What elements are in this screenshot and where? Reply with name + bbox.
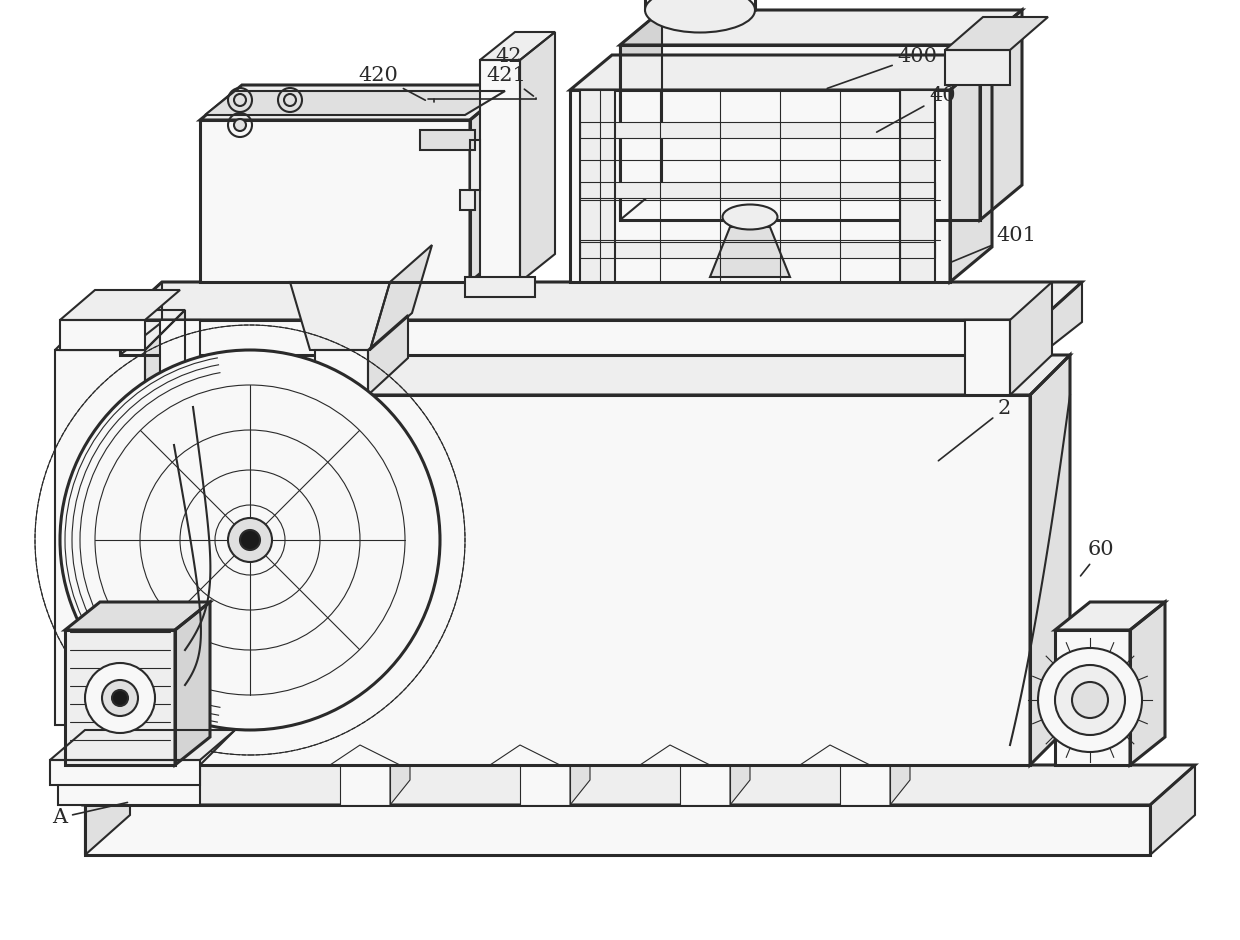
Polygon shape xyxy=(420,130,475,150)
Polygon shape xyxy=(945,17,1048,50)
Polygon shape xyxy=(130,395,1030,765)
Polygon shape xyxy=(175,602,210,765)
Polygon shape xyxy=(368,315,408,395)
Polygon shape xyxy=(839,685,910,710)
Polygon shape xyxy=(570,55,992,90)
Text: 42: 42 xyxy=(495,47,522,66)
Polygon shape xyxy=(340,710,391,805)
Polygon shape xyxy=(120,282,1083,320)
Polygon shape xyxy=(580,90,615,282)
Polygon shape xyxy=(58,765,200,805)
Polygon shape xyxy=(1055,602,1166,630)
Polygon shape xyxy=(620,10,1022,45)
Polygon shape xyxy=(965,320,1011,395)
Circle shape xyxy=(60,350,440,730)
Circle shape xyxy=(241,530,260,550)
Polygon shape xyxy=(730,685,750,805)
Polygon shape xyxy=(60,320,145,350)
Polygon shape xyxy=(86,765,1195,805)
Polygon shape xyxy=(60,290,180,320)
Polygon shape xyxy=(520,710,570,805)
Circle shape xyxy=(1038,648,1142,752)
Polygon shape xyxy=(580,122,935,138)
Polygon shape xyxy=(839,710,890,805)
Polygon shape xyxy=(465,277,534,297)
Ellipse shape xyxy=(723,205,777,229)
Polygon shape xyxy=(315,350,368,395)
Polygon shape xyxy=(200,85,512,120)
Polygon shape xyxy=(130,355,1070,395)
Circle shape xyxy=(234,94,246,106)
Circle shape xyxy=(228,518,272,562)
Polygon shape xyxy=(480,60,520,282)
Polygon shape xyxy=(470,140,480,190)
Polygon shape xyxy=(86,765,130,855)
Polygon shape xyxy=(120,282,162,355)
Polygon shape xyxy=(520,32,556,282)
Circle shape xyxy=(86,663,155,733)
Polygon shape xyxy=(120,320,1040,355)
Polygon shape xyxy=(130,355,170,765)
Polygon shape xyxy=(945,50,1011,85)
Circle shape xyxy=(112,690,128,706)
Polygon shape xyxy=(580,182,935,198)
Polygon shape xyxy=(58,725,241,765)
Circle shape xyxy=(1055,665,1125,735)
Polygon shape xyxy=(1149,765,1195,855)
Polygon shape xyxy=(340,685,410,710)
Text: A: A xyxy=(52,803,128,827)
Polygon shape xyxy=(620,10,662,220)
Polygon shape xyxy=(55,350,145,725)
Polygon shape xyxy=(480,32,556,60)
Polygon shape xyxy=(50,730,236,760)
Polygon shape xyxy=(145,310,185,725)
Polygon shape xyxy=(1011,282,1052,395)
Polygon shape xyxy=(520,685,590,710)
Polygon shape xyxy=(620,45,980,220)
Polygon shape xyxy=(64,602,210,630)
Polygon shape xyxy=(64,630,175,765)
Circle shape xyxy=(284,94,296,106)
Polygon shape xyxy=(1030,355,1070,765)
Polygon shape xyxy=(900,90,935,282)
Polygon shape xyxy=(570,685,590,805)
Polygon shape xyxy=(950,55,992,282)
Polygon shape xyxy=(205,91,505,115)
Circle shape xyxy=(1073,682,1109,718)
Polygon shape xyxy=(680,685,750,710)
Polygon shape xyxy=(370,245,432,350)
Polygon shape xyxy=(470,85,512,282)
Polygon shape xyxy=(290,282,391,350)
Text: 2: 2 xyxy=(939,400,1011,461)
Text: 400: 400 xyxy=(827,47,937,88)
Polygon shape xyxy=(1040,282,1083,355)
Polygon shape xyxy=(570,90,950,282)
Circle shape xyxy=(234,119,246,131)
Polygon shape xyxy=(460,190,475,210)
Text: 60: 60 xyxy=(1080,540,1115,576)
Polygon shape xyxy=(980,10,1022,220)
Ellipse shape xyxy=(645,0,755,33)
Text: 421: 421 xyxy=(486,66,533,96)
Polygon shape xyxy=(580,242,935,258)
Polygon shape xyxy=(391,685,410,805)
Text: 40: 40 xyxy=(877,86,956,133)
Circle shape xyxy=(102,680,138,716)
Text: 420: 420 xyxy=(358,66,425,101)
Polygon shape xyxy=(55,310,185,350)
Polygon shape xyxy=(50,760,200,785)
Text: 401: 401 xyxy=(951,226,1037,262)
Polygon shape xyxy=(1130,602,1166,765)
Polygon shape xyxy=(200,120,470,282)
Polygon shape xyxy=(711,227,790,277)
Polygon shape xyxy=(160,320,200,395)
Polygon shape xyxy=(1055,630,1130,765)
Polygon shape xyxy=(86,805,1149,855)
Polygon shape xyxy=(890,685,910,805)
Polygon shape xyxy=(680,710,730,805)
